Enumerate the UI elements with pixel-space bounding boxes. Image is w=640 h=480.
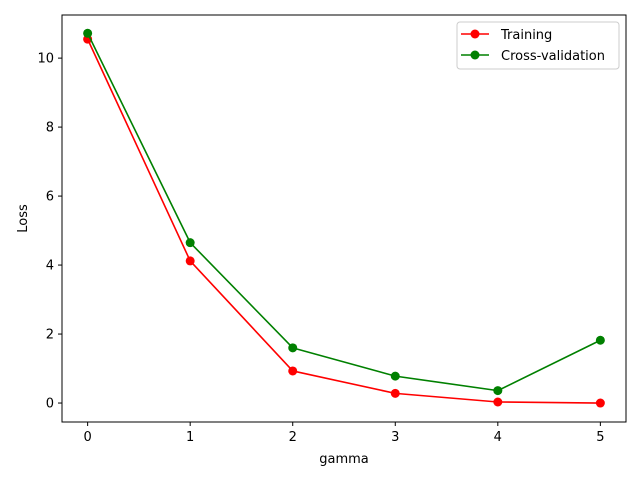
x-tick-label: 1	[186, 430, 194, 445]
data-point-cross-validation	[390, 371, 400, 381]
plot-area	[61, 14, 627, 423]
data-point-training	[288, 366, 298, 376]
y-tick-label: 2	[46, 328, 54, 343]
data-point-cross-validation	[185, 238, 195, 248]
data-point-training	[390, 388, 400, 398]
x-tick-label: 4	[494, 430, 502, 445]
data-point-cross-validation	[493, 386, 503, 396]
data-point-training	[595, 398, 605, 408]
legend-label-cross-validation: Cross-validation	[501, 49, 605, 64]
data-point-cross-validation	[83, 28, 93, 38]
legend-box	[456, 21, 620, 70]
y-tick-label: 10	[37, 52, 54, 67]
legend-marker-cross-validation	[470, 50, 480, 60]
series-line-cross-validation	[86, 32, 601, 392]
y-axis-ticks: 0 2 4 6 8 10	[37, 52, 62, 412]
y-tick-label: 0	[46, 397, 54, 412]
y-tick-label: 6	[46, 190, 54, 205]
x-tick-label: 3	[391, 430, 399, 445]
legend-marker-training	[470, 29, 480, 39]
y-tick-label: 4	[46, 259, 54, 274]
legend-label-training: Training	[500, 28, 552, 43]
x-tick-label: 5	[596, 430, 604, 445]
data-point-training	[185, 256, 195, 266]
legend: Training Cross-validation	[456, 21, 620, 70]
series-line-training	[86, 38, 601, 404]
x-tick-label: 2	[289, 430, 297, 445]
x-axis-ticks: 0 1 2 3 4 5	[83, 422, 605, 445]
x-axis-label: gamma	[319, 452, 369, 467]
x-tick-label: 0	[83, 430, 91, 445]
data-point-training	[493, 397, 503, 407]
y-tick-label: 8	[46, 121, 54, 136]
y-axis-label: Loss	[16, 204, 31, 233]
data-point-cross-validation	[288, 343, 298, 353]
series-layer	[83, 28, 605, 408]
data-point-cross-validation	[595, 335, 605, 345]
